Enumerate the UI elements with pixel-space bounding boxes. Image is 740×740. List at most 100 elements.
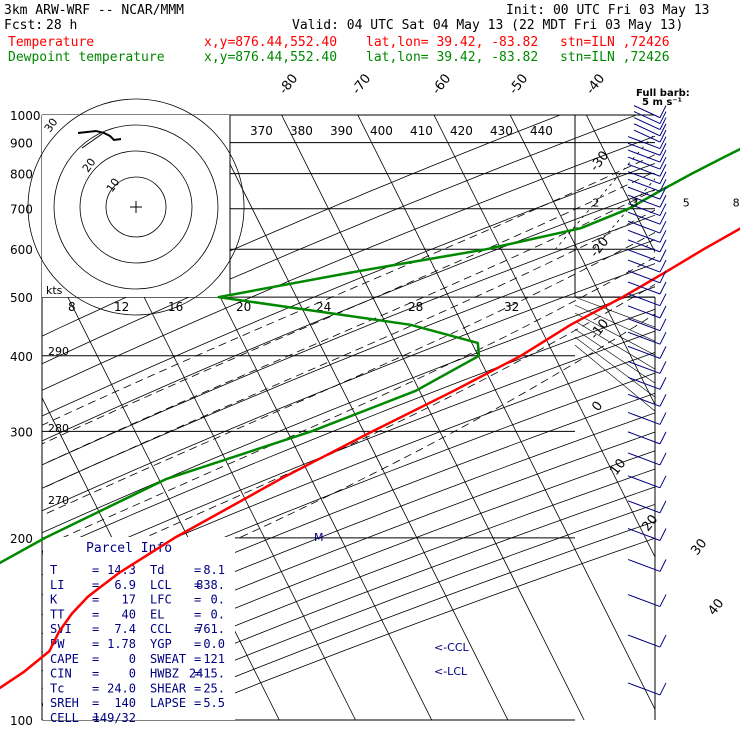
wind-barb-shaft — [627, 178, 661, 192]
wind-barb-flag — [659, 129, 667, 143]
dry-adiabat-line — [42, 189, 655, 442]
wind-barb — [627, 634, 667, 648]
parcel-info-cell: = — [194, 696, 201, 710]
temperature-line — [0, 227, 740, 690]
dewpoint-legend-name: Dewpoint temperature — [8, 50, 165, 65]
wind-barb — [627, 345, 667, 359]
parcel-info-cell: 2415. — [189, 667, 225, 681]
edge-line — [574, 344, 656, 412]
isotherm-line — [205, 115, 509, 720]
dry-adiabat-line — [42, 330, 655, 576]
wind-barb — [627, 186, 667, 200]
temperature-xy: x,y=876.44,552.40 — [204, 35, 338, 50]
wind-speed-label: 8 — [68, 300, 76, 314]
wind-barb-shaft — [627, 411, 661, 425]
wind-barb — [627, 331, 667, 345]
wind-barb-shaft — [627, 203, 661, 217]
mixing-ratio-line — [693, 115, 740, 249]
parcel-info-cell: T — [50, 563, 57, 577]
wind-barb-flag — [659, 361, 667, 374]
wind-barb — [627, 239, 667, 253]
parcel-info-cell: K — [50, 593, 58, 607]
wind-barb — [627, 682, 667, 696]
theta-label: 420 — [450, 124, 473, 138]
wind-barb-flag — [659, 156, 667, 170]
wind-barb-flag — [659, 111, 667, 124]
wind-barb — [627, 360, 667, 374]
moist-adiabat-line — [144, 283, 655, 539]
mixing-ratio-line — [593, 178, 655, 250]
wind-barb-flag — [659, 211, 667, 225]
barb-legend-title: Full barb: — [636, 88, 690, 99]
parcel-info-cell: = — [194, 637, 201, 651]
parcel-info-cell: 8.1 — [203, 563, 225, 577]
wind-barb-shaft — [627, 475, 661, 489]
parcel-info-cell: 121 — [203, 652, 225, 666]
wind-barb — [627, 171, 667, 185]
wind-barb-flag — [659, 203, 667, 216]
parcel-info-cell: 24.0 — [107, 681, 136, 695]
wind-barb-flag — [659, 117, 667, 130]
wind-barb-flag — [659, 452, 667, 466]
mixing-ratio-label: 5 — [683, 196, 690, 209]
barb-legend-value: 5 m s⁻¹ — [642, 97, 682, 108]
parcel-info-cell: = — [92, 593, 99, 607]
wind-barb-shaft — [627, 331, 661, 345]
hodograph-ring — [27, 98, 245, 316]
pressure-tick-label: 900 — [10, 137, 33, 151]
edge-line — [574, 328, 656, 384]
isotherm-label: 30 — [688, 536, 710, 558]
wind-barb-shaft — [627, 558, 661, 572]
wind-barb — [627, 558, 667, 572]
parcel-info-background — [43, 537, 235, 720]
wind-barb-shaft — [627, 249, 661, 263]
isotherm-label: -30 — [587, 148, 612, 174]
theta-label: 440 — [530, 124, 553, 138]
mixing-ratio-label: 3 — [631, 196, 638, 209]
parcel-info-cell: = — [194, 667, 201, 681]
dry-adiabat-line — [42, 450, 655, 689]
wind-barb-flag — [659, 475, 667, 489]
wind-barb-shaft — [627, 220, 661, 234]
dry-adiabat-line — [42, 162, 655, 417]
wind-barb-shaft — [627, 431, 661, 445]
wind-barb-shaft — [627, 149, 661, 163]
wind-barb-flag — [659, 500, 667, 514]
wind-barb-flag — [659, 230, 667, 243]
parcel-info-cell: LI — [50, 578, 64, 592]
mixing-ratio-label: 8 — [733, 196, 740, 209]
moist-adiabat-line — [61, 256, 655, 539]
parcel-info-cell: Td — [150, 563, 164, 577]
wind-barb-shaft — [627, 682, 661, 696]
wind-barb — [627, 211, 667, 225]
wind-barb-flag — [659, 249, 667, 262]
parcel-info-cell: HWBZ — [150, 667, 179, 681]
wind-barb — [627, 136, 667, 150]
wind-barb-shaft — [627, 211, 661, 225]
wind-barb — [627, 156, 667, 170]
wind-barb-flag — [659, 528, 667, 541]
wind-barb-shaft — [627, 393, 661, 407]
dry-adiabat-line — [42, 351, 655, 596]
wind-barb-flag — [659, 634, 667, 648]
wind-barb-flag — [659, 186, 667, 200]
parcel-info-cell: = — [194, 607, 201, 621]
sounding-series — [0, 147, 740, 690]
wind-barb-shaft — [627, 594, 661, 608]
wind-barb — [633, 117, 667, 131]
wind-barb-shaft — [627, 500, 661, 514]
parcel-info-cell: 6.9 — [114, 578, 136, 592]
wind-barb-shaft — [627, 239, 661, 253]
pressure-tick-label: 700 — [10, 203, 33, 217]
wind-barb-shaft — [627, 293, 661, 307]
wind-barb-flag — [659, 293, 667, 306]
parcel-info-cell: = — [92, 578, 99, 592]
moist-adiabat-line — [42, 189, 655, 466]
parcel-info-cell: 1.78 — [107, 637, 136, 651]
temperature-station: stn=ILN ,72426 — [560, 35, 670, 50]
wind-barbs — [627, 105, 667, 696]
parcel-info-cell: 40 — [122, 607, 136, 621]
edge-line — [574, 304, 656, 342]
wind-barb-flag — [659, 682, 667, 696]
